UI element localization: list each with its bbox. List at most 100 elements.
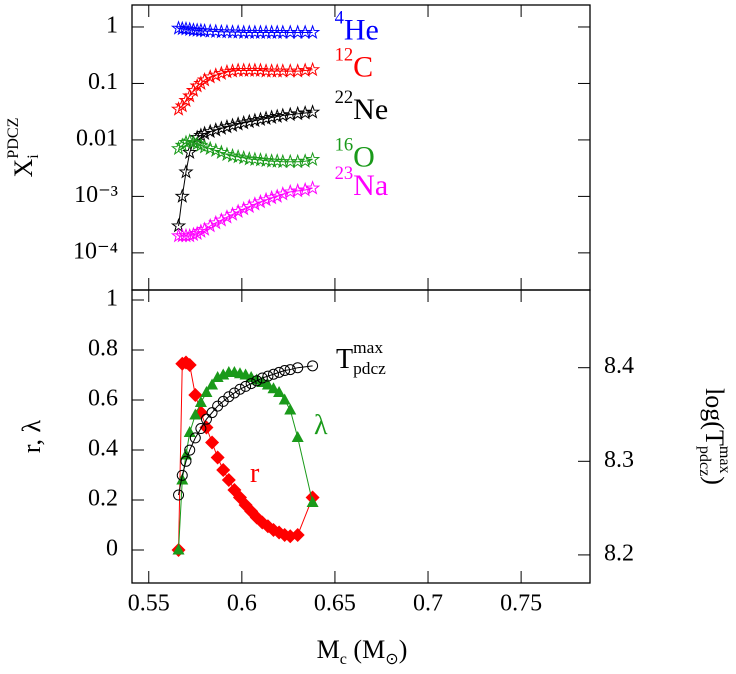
circle-marker [267, 368, 279, 380]
label-part: ) [399, 635, 408, 664]
star-marker [224, 117, 241, 132]
label-part: λ [314, 410, 328, 441]
star-marker [224, 63, 241, 78]
star-marker [304, 61, 321, 77]
diamond-marker [290, 528, 305, 542]
star-marker [258, 191, 274, 207]
triangle-marker [291, 431, 304, 442]
circle-marker [245, 378, 257, 390]
x-tick-label: 0.65 [314, 591, 356, 617]
label-part: c [340, 651, 347, 668]
y-tick-label: 0.8 [88, 336, 118, 362]
star-marker [178, 164, 194, 179]
label: XPDCZ i [5, 118, 41, 178]
label-part: M [317, 635, 340, 664]
label-part: T [336, 344, 353, 375]
diamond-marker [210, 450, 225, 465]
diamond-marker [205, 435, 220, 450]
circle-marker [180, 455, 192, 467]
series-label: 4He [335, 7, 379, 46]
star-marker [304, 104, 321, 119]
label-part: 22 [335, 87, 354, 108]
star-marker [297, 62, 313, 77]
label-part: Ne [353, 93, 388, 126]
circle-marker [223, 391, 235, 403]
star-marker [189, 22, 205, 37]
star-marker [219, 63, 235, 79]
circle-marker [256, 372, 268, 384]
triangle-marker [206, 378, 219, 390]
diamond-marker [188, 388, 203, 402]
star-marker [247, 112, 263, 128]
star-marker [193, 75, 209, 90]
y-tick-label: 0.01 [76, 125, 118, 151]
y-tick-label: 0 [106, 536, 118, 562]
series-line [178, 372, 314, 551]
star-marker [269, 24, 285, 39]
star-marker [297, 104, 313, 120]
label-part: He [344, 13, 379, 46]
star-marker [185, 22, 202, 37]
triangle-marker [284, 403, 297, 415]
star-marker [252, 193, 269, 209]
diamond-marker [216, 463, 231, 477]
x-tick-label: 0.7 [413, 591, 443, 617]
circle-marker [292, 362, 304, 374]
label: log(Tmaxpdcz) [697, 388, 733, 485]
star-marker [202, 217, 218, 233]
star-marker [213, 65, 229, 80]
label-part: r [250, 458, 260, 489]
star-marker [304, 180, 321, 195]
star-marker [297, 181, 313, 197]
x-tick-label: 0.55 [128, 591, 170, 617]
label-part: O [353, 140, 375, 173]
y2-tick-label: 8.2 [604, 540, 634, 566]
star-marker [196, 221, 213, 236]
star-marker [236, 114, 252, 130]
series-label: Tmax pdcz [336, 338, 386, 378]
triangle-marker [261, 378, 274, 390]
y-tick-label: 0.1 [88, 69, 118, 95]
star-marker [213, 120, 229, 135]
diamond-marker [221, 473, 236, 487]
circle-marker [273, 366, 285, 378]
star-marker [230, 203, 246, 218]
triangle-marker [273, 386, 286, 397]
star-marker [304, 151, 321, 166]
y-tick-label: 1 [106, 12, 118, 38]
circle-marker [307, 360, 319, 372]
y2-tick-label: 8.4 [604, 353, 634, 379]
label-part: X [9, 158, 38, 177]
label-part: (M [347, 635, 385, 664]
diamond-marker [244, 504, 259, 519]
star-marker [252, 111, 269, 126]
series-label: r [250, 458, 260, 489]
star-marker [304, 24, 321, 39]
star-marker [224, 206, 241, 221]
series-line [178, 365, 313, 496]
y-tick-label: 0.4 [88, 436, 118, 462]
star-marker [202, 68, 218, 84]
circle-marker [184, 444, 196, 456]
bottom-panel-frame [131, 289, 591, 584]
star-marker [258, 110, 274, 125]
x-tick-label: 0.75 [500, 591, 542, 617]
star-marker [269, 108, 285, 123]
star-marker [208, 121, 224, 137]
star-marker [269, 188, 285, 203]
circle-marker [240, 380, 252, 392]
star-marker [297, 153, 313, 168]
label-part: pdcz [353, 359, 386, 378]
star-marker [193, 22, 209, 38]
star-marker [208, 214, 224, 230]
triangle-marker [278, 393, 291, 405]
triangle-marker [267, 382, 280, 394]
star-marker [219, 118, 235, 134]
label-part: 12 [335, 44, 354, 65]
star-marker [264, 153, 280, 168]
star-marker [290, 153, 306, 169]
series-label: 23Na [335, 163, 389, 202]
star-marker [196, 71, 213, 87]
circle-marker [251, 375, 263, 387]
